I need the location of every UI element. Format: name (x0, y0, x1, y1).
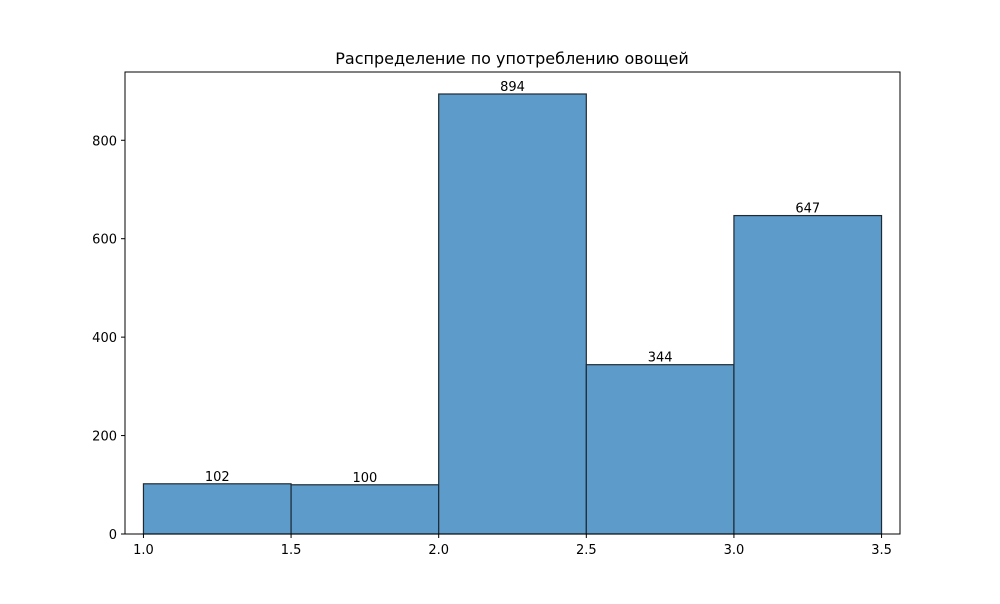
x-axis-ticks: 1.0 1.5 2.0 2.5 3.0 3.5 (133, 534, 892, 558)
histogram-bar-5 (733, 214, 883, 535)
bar-value-label-5: 647 (795, 202, 820, 217)
histogram-bar-2 (290, 484, 440, 535)
x-tick-label: 3.5 (871, 543, 892, 558)
histogram-bar-4 (585, 364, 735, 535)
bar-value-label-2: 100 (352, 471, 377, 486)
y-tick-label: 400 (92, 331, 117, 346)
bar-labels-group: 102 100 894 344 647 (205, 80, 820, 486)
histogram-bar-1 (142, 483, 292, 535)
y-axis-ticks: 0 200 400 600 800 (92, 134, 125, 543)
y-tick-label: 0 (109, 528, 117, 543)
x-tick-label: 1.5 (281, 543, 302, 558)
bar-value-label-1: 102 (205, 470, 230, 485)
x-tick-label: 3.0 (724, 543, 745, 558)
x-tick-label: 2.5 (576, 543, 597, 558)
x-tick-label: 1.0 (133, 543, 154, 558)
y-tick-label: 800 (92, 134, 117, 149)
x-tick-label: 2.0 (428, 543, 449, 558)
bar-value-label-3: 894 (500, 80, 525, 95)
plot-area-frame (124, 71, 901, 535)
bar-value-label-4: 344 (648, 351, 673, 366)
y-tick-label: 600 (92, 233, 117, 248)
bars-group (142, 93, 883, 535)
y-tick-label: 200 (92, 430, 117, 445)
histogram-bar-3 (438, 93, 587, 535)
chart-title: Распределение по употреблению овощей (335, 49, 689, 68)
